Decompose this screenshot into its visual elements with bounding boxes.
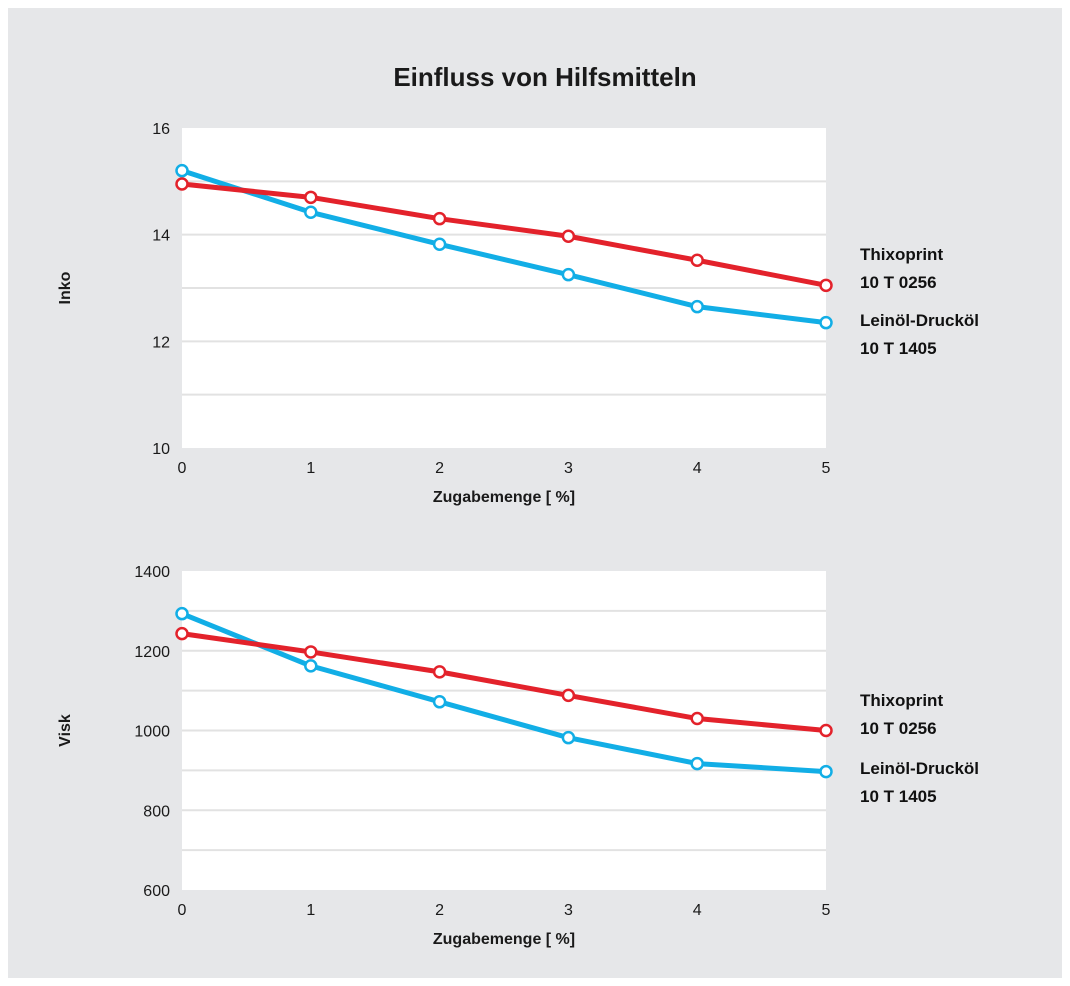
y-tick-label: 16 (152, 121, 170, 138)
y-tick-label: 1200 (134, 644, 170, 661)
x-tick-label: 3 (564, 902, 573, 919)
data-point (690, 253, 704, 268)
data-point (304, 659, 318, 673)
data-point (819, 315, 833, 330)
x-tick-label: 0 (178, 460, 187, 477)
data-point (432, 211, 447, 226)
data-point (175, 606, 189, 621)
legend-code: 10 T 0256 (860, 719, 937, 738)
series-line (179, 168, 829, 326)
data-point (432, 237, 447, 252)
series-line (179, 611, 829, 775)
data-point (690, 299, 704, 314)
chart-title: Einfluss von Hilfsmitteln (393, 62, 696, 92)
legend-code: 10 T 1405 (860, 339, 937, 358)
data-point (432, 665, 447, 679)
data-point (690, 711, 704, 726)
x-tick-label: 2 (435, 902, 444, 919)
x-tick-label: 5 (822, 460, 831, 477)
x-tick-label: 3 (564, 460, 573, 477)
data-point (819, 723, 833, 738)
data-point (690, 756, 704, 771)
data-point (304, 645, 318, 659)
data-point (561, 267, 576, 282)
x-tick-label: 1 (306, 460, 315, 477)
data-point (304, 190, 318, 205)
y-tick-label: 1000 (134, 724, 170, 741)
y-tick-label: 12 (152, 334, 170, 351)
x-axis-title: Zugabemenge [ %] (433, 489, 575, 506)
x-tick-label: 0 (178, 902, 187, 919)
y-tick-label: 600 (143, 883, 170, 900)
y-axis-title: Inko (57, 271, 74, 304)
y-tick-label: 1400 (134, 564, 170, 581)
data-point (561, 688, 576, 703)
data-point (819, 278, 833, 293)
legend-name: Thixoprint (860, 691, 943, 710)
data-point (561, 730, 576, 745)
y-axis-title: Visk (57, 714, 74, 747)
legend-code: 10 T 0256 (860, 273, 937, 292)
y-tick-label: 14 (152, 228, 170, 245)
x-tick-label: 5 (822, 902, 831, 919)
data-point (432, 695, 447, 709)
x-tick-label: 4 (693, 902, 702, 919)
data-point (304, 205, 318, 220)
series-line (179, 631, 829, 733)
visk-chart: 600 800 1000 1200 1400 0 1 2 3 4 5 Zugabemenge [ %]… (57, 564, 979, 948)
data-point (175, 626, 189, 641)
legend-code: 10 T 1405 (860, 787, 937, 806)
y-tick-label: 800 (143, 803, 170, 820)
legend-name: Leinöl-Drucköl (860, 759, 979, 778)
series-line (179, 181, 829, 288)
data-point (561, 229, 576, 244)
legend-name: Thixoprint (860, 245, 943, 264)
data-point (819, 764, 833, 779)
x-tick-label: 2 (435, 460, 444, 477)
data-point (175, 163, 189, 178)
y-tick-label: 10 (152, 441, 170, 458)
x-tick-label: 4 (693, 460, 702, 477)
x-tick-label: 1 (306, 902, 315, 919)
x-axis-title: Zugabemenge [ %] (433, 931, 575, 948)
legend-name: Leinöl-Drucköl (860, 311, 979, 330)
data-point (175, 177, 189, 191)
